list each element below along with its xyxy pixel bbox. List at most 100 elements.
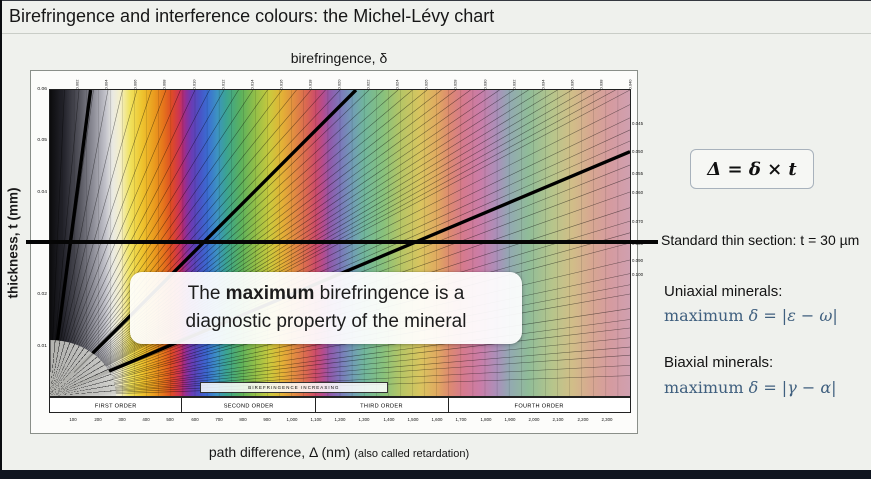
- birefringence-tick-label: 0.018: [307, 79, 313, 90]
- path-difference-tick-label: 100: [69, 417, 77, 422]
- thickness-tick-label: 0.06: [37, 85, 47, 92]
- fan-line: [50, 117, 630, 396]
- birefringence-tick-label: 0.008: [162, 79, 167, 90]
- right-birefringence-tick-label: 0.100: [632, 271, 644, 277]
- birefringence-tick-label: 0.010: [191, 79, 196, 90]
- birefringence-tick-label: 0.020: [336, 79, 342, 90]
- birefringence-tick-label: 0.016: [278, 79, 284, 90]
- callout-bold: maximum: [225, 282, 315, 304]
- fan-line: [50, 308, 630, 396]
- path-difference-tick-label: 1,700: [455, 417, 467, 422]
- path-difference-tick-label: 2,200: [576, 417, 589, 422]
- biaxial-formula: maximum δ = |γ − α|: [664, 378, 837, 397]
- right-birefringence-tick-label: 0.070: [632, 219, 644, 224]
- birefringence-tick-label: 0.032: [511, 79, 516, 90]
- path-difference-tick-label: 1,000: [285, 417, 298, 422]
- x-axis-top-label: birefringence, δ: [290, 50, 388, 66]
- right-birefringence-tick-label: 0.045: [632, 121, 644, 127]
- order-band-2: SECOND ORDER: [182, 397, 316, 413]
- thickness-tick-label: 0.04: [37, 188, 47, 194]
- path-difference-tick-label: 1,600: [431, 417, 443, 422]
- uniaxial-formula-word: maximum: [664, 306, 749, 325]
- right-birefringence-tick-label: 0.050: [632, 148, 644, 154]
- fan-line: [50, 327, 630, 396]
- path-difference-tick-label: 800: [239, 417, 247, 422]
- order-band-label: THIRD ORDER: [360, 401, 404, 409]
- birefringence-tick-label: 0.038: [598, 79, 604, 90]
- max-birefringence-callout: The maximum birefringence is a diagnosti…: [130, 272, 522, 344]
- path-difference-tick-label: 400: [142, 417, 150, 422]
- slide-bottom-bar: [0, 470, 871, 479]
- biaxial-formula-word: maximum: [664, 378, 749, 397]
- path-difference-tick-label: 1,800: [479, 417, 492, 422]
- birefringence-tick-label: 0.022: [365, 79, 371, 90]
- fan-line: [50, 319, 630, 396]
- right-birefringence-tick-label: 0.090: [632, 258, 644, 264]
- right-birefringence-tick-label: 0.060: [632, 189, 644, 195]
- callout-line-2: diagnostic property of the mineral: [185, 311, 467, 332]
- callout-post: birefringence is a: [314, 282, 465, 304]
- path-difference-tick-label: 1,100: [310, 417, 322, 422]
- birefringence-tick-label: 0.024: [394, 79, 400, 90]
- callout-pre: The: [187, 282, 226, 304]
- path-difference-tick-label: 1,500: [407, 417, 419, 422]
- path-difference-tick-label: 300: [118, 417, 126, 422]
- thin-section-label: Standard thin section: t = 30 µm: [661, 232, 860, 248]
- fan-line: [50, 354, 630, 396]
- path-difference-tick-label: 1,400: [382, 417, 395, 422]
- uniaxial-formula: maximum δ = |ε − ω|: [664, 306, 838, 325]
- birefringence-tick-label: 0.002: [74, 79, 80, 90]
- birefringence-tick-label: 0.014: [249, 79, 254, 90]
- birefringence-tick-label: 0.012: [220, 79, 225, 90]
- fan-line: [50, 104, 630, 396]
- y-axis-label: thickness, t (mm): [5, 187, 21, 299]
- fan-line: [50, 337, 630, 396]
- path-difference-tick-label: 2,100: [552, 417, 564, 422]
- order-band-3: THIRD ORDER: [315, 397, 450, 413]
- fan-line: [50, 129, 630, 396]
- path-difference-tick-label: 500: [166, 417, 174, 422]
- birefringence-increasing-label: BIREFRINGENCE INCREASING: [248, 385, 340, 390]
- thickness-tick-label: 0.05: [37, 137, 47, 143]
- order-band-label: FIRST ORDER: [94, 401, 137, 409]
- fan-line: [50, 293, 630, 396]
- uniaxial-formula-math: δ = |ε − ω|: [748, 306, 838, 325]
- order-band-label: SECOND ORDER: [223, 401, 274, 409]
- path-difference-tick-label: 900: [263, 417, 271, 422]
- birefringence-tick-label: 0.030: [482, 79, 487, 90]
- path-difference-tick-label: 600: [190, 417, 199, 422]
- thin-section-thickness-line: [26, 240, 658, 244]
- path-difference-tick-label: 200: [93, 417, 102, 422]
- birefringence-tick-label: 0.028: [453, 79, 458, 90]
- path-difference-tick-label: 1,200: [334, 417, 346, 422]
- path-difference-tick-label: 2,000: [528, 417, 540, 422]
- retardation-note: (also called retardation): [354, 448, 470, 460]
- retardation-formula-box: Δ = δ × t: [690, 149, 814, 189]
- birefringence-tick-label: 0.040: [627, 79, 633, 90]
- birefringence-tick-label: 0.026: [424, 79, 429, 90]
- path-difference-tick-label: 1,900: [504, 417, 516, 422]
- order-band-1: FIRST ORDER: [49, 397, 183, 413]
- order-band-4: FOURTH ORDER: [449, 397, 631, 413]
- fan-line: [50, 346, 630, 396]
- thickness-tick-label: 0.02: [37, 291, 47, 297]
- birefringence-tick-label: 0.034: [540, 79, 545, 90]
- right-birefringence-tick-label: 0.055: [632, 171, 644, 176]
- thickness-tick-label: 0.01: [37, 342, 47, 348]
- fan-line: [50, 365, 630, 396]
- birefringence-tick-label: 0.036: [569, 79, 575, 90]
- path-difference-tick-label: 2,300: [601, 417, 613, 422]
- slide-title: Birefringence and interference colours: …: [9, 6, 495, 26]
- order-band-label: FOURTH ORDER: [514, 401, 565, 409]
- order-band-row: FIRST ORDER SECOND ORDER THIRD ORDER FOURTH…: [49, 397, 631, 413]
- uniaxial-title: Uniaxial minerals:: [664, 283, 783, 300]
- path-difference-tick-row: 100 200 300 400 500 600 700 800 900 1,000 1,100 1,2…: [49, 414, 631, 428]
- birefringence-tick-label: 0.006: [133, 79, 138, 90]
- path-difference-label: path difference, Δ (nm): [208, 444, 351, 460]
- path-difference-tick-label: 1,300: [358, 417, 370, 422]
- michel-levy-chart: 0.002 0.004 0.006 0.008 0.010 0.012 0.014 0.016…: [30, 70, 643, 434]
- slide-left-edge: [0, 0, 2, 479]
- x-axis-bottom-label: path difference, Δ (nm) (also called ret…: [209, 444, 469, 460]
- biaxial-formula-math: δ = |γ − α|: [748, 378, 837, 397]
